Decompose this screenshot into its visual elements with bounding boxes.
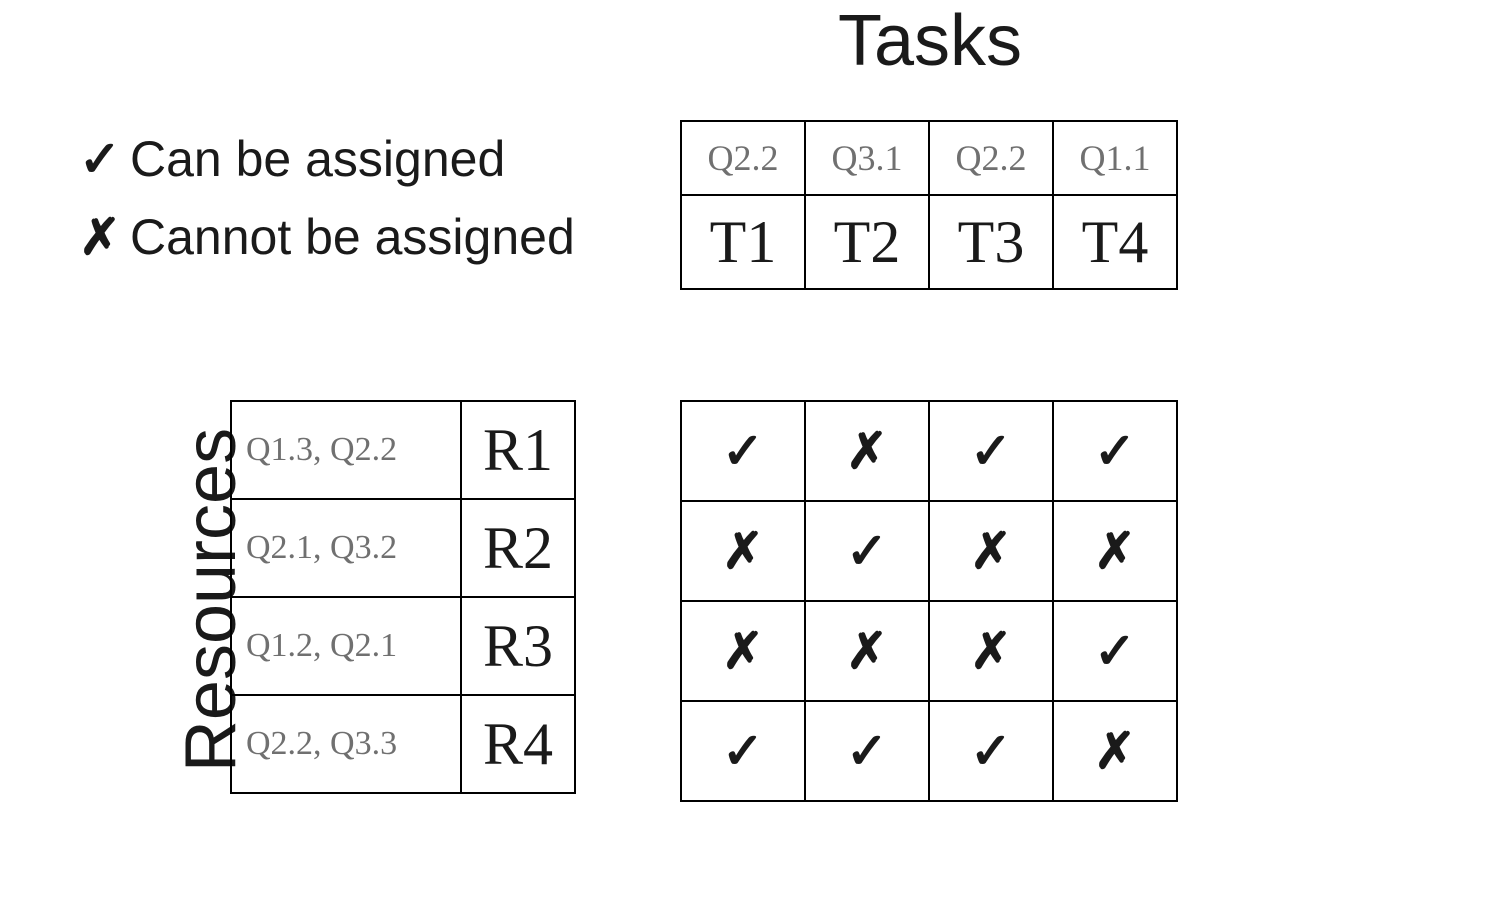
matrix-cell: ✗ [1053, 501, 1177, 601]
legend-cannot-text: Cannot be assigned [130, 208, 575, 266]
check-icon: ✓ [70, 130, 130, 188]
matrix-cell: ✓ [929, 701, 1053, 801]
resource-name-cell: R3 [461, 597, 575, 695]
task-name-cell: T2 [805, 195, 929, 289]
tasks-title: Tasks [680, 0, 1180, 82]
matrix-row: ✓ ✗ ✓ ✓ [681, 401, 1177, 501]
resource-q-cell: Q2.1, Q3.2 [231, 499, 461, 597]
legend-row-cannot: ✗ Cannot be assigned [70, 208, 575, 266]
resource-name-cell: R2 [461, 499, 575, 597]
matrix-cell: ✗ [681, 601, 805, 701]
tasks-q-row: Q2.2 Q3.1 Q2.2 Q1.1 [681, 121, 1177, 195]
resource-q-cell: Q1.2, Q2.1 [231, 597, 461, 695]
matrix-cell: ✗ [805, 401, 929, 501]
matrix-cell: ✓ [681, 701, 805, 801]
matrix-row: ✗ ✓ ✗ ✗ [681, 501, 1177, 601]
resource-name-cell: R4 [461, 695, 575, 793]
tasks-name-row: T1 T2 T3 T4 [681, 195, 1177, 289]
matrix-cell: ✓ [805, 501, 929, 601]
resource-row: Q2.1, Q3.2 R2 [231, 499, 575, 597]
resource-row: Q1.3, Q2.2 R1 [231, 401, 575, 499]
cross-icon: ✗ [70, 208, 130, 266]
matrix-cell: ✗ [805, 601, 929, 701]
matrix-cell: ✓ [1053, 601, 1177, 701]
matrix-cell: ✗ [929, 601, 1053, 701]
task-q-cell: Q1.1 [1053, 121, 1177, 195]
resource-row: Q1.2, Q2.1 R3 [231, 597, 575, 695]
resource-row: Q2.2, Q3.3 R4 [231, 695, 575, 793]
matrix-cell: ✗ [681, 501, 805, 601]
task-name-cell: T3 [929, 195, 1053, 289]
matrix-row: ✓ ✓ ✓ ✗ [681, 701, 1177, 801]
task-name-cell: T4 [1053, 195, 1177, 289]
tasks-header-table: Q2.2 Q3.1 Q2.2 Q1.1 T1 T2 T3 T4 [680, 120, 1178, 290]
legend-can-text: Can be assigned [130, 130, 505, 188]
matrix-cell: ✓ [805, 701, 929, 801]
legend-row-can: ✓ Can be assigned [70, 130, 575, 188]
matrix-cell: ✓ [681, 401, 805, 501]
matrix-cell: ✗ [1053, 701, 1177, 801]
matrix-row: ✗ ✗ ✗ ✓ [681, 601, 1177, 701]
matrix-cell: ✗ [929, 501, 1053, 601]
diagram-canvas: Tasks ✓ Can be assigned ✗ Cannot be assi… [0, 0, 1486, 916]
resources-table: Q1.3, Q2.2 R1 Q2.1, Q3.2 R2 Q1.2, Q2.1 R… [230, 400, 576, 794]
legend: ✓ Can be assigned ✗ Cannot be assigned [70, 130, 575, 286]
assignment-matrix: ✓ ✗ ✓ ✓ ✗ ✓ ✗ ✗ ✗ ✗ ✗ ✓ ✓ ✓ ✓ ✗ [680, 400, 1178, 802]
resource-name-cell: R1 [461, 401, 575, 499]
resource-q-cell: Q1.3, Q2.2 [231, 401, 461, 499]
resource-q-cell: Q2.2, Q3.3 [231, 695, 461, 793]
task-q-cell: Q3.1 [805, 121, 929, 195]
task-q-cell: Q2.2 [681, 121, 805, 195]
task-name-cell: T1 [681, 195, 805, 289]
matrix-cell: ✓ [1053, 401, 1177, 501]
matrix-cell: ✓ [929, 401, 1053, 501]
task-q-cell: Q2.2 [929, 121, 1053, 195]
